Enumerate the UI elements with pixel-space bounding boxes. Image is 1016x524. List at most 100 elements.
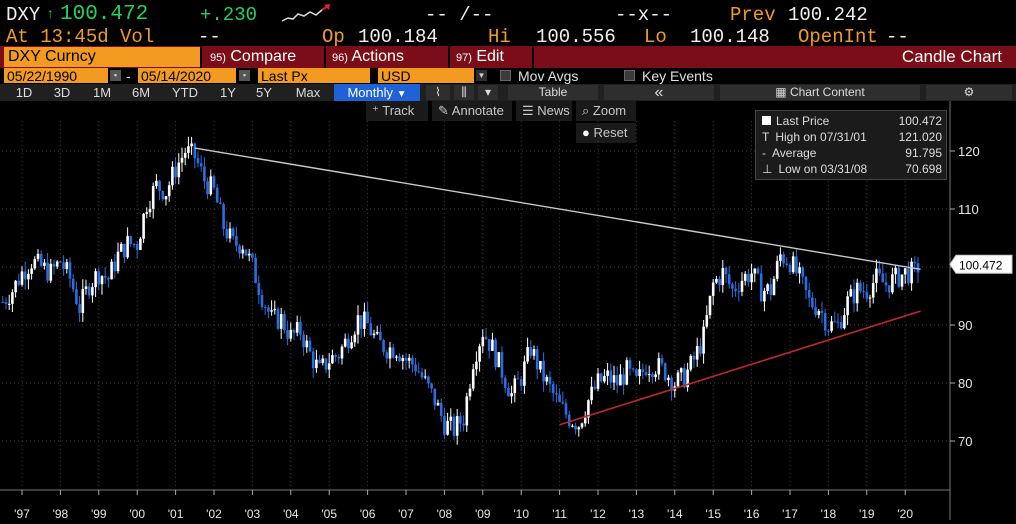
gear-icon[interactable]: ⚙: [926, 85, 1012, 100]
period-1d[interactable]: 1D: [15, 85, 33, 100]
candle-body: [663, 363, 667, 381]
annotate-label: Annotate: [451, 103, 504, 118]
last-price-tag-shape: [949, 254, 1013, 274]
candle-body: [660, 358, 664, 364]
candle-body: [641, 369, 645, 373]
candle-body: [375, 331, 379, 334]
last-price-tag: 100.472: [949, 254, 1013, 274]
frequency-select[interactable]: Monthly ▼: [334, 84, 420, 101]
track-label: Track: [382, 103, 415, 118]
candle-body: [366, 311, 369, 324]
candle-body: [17, 280, 21, 285]
period-max[interactable]: Max: [295, 85, 321, 100]
quote-line-2: At 13:45d Vol -- Op 100.184 Hi 100.556 L…: [0, 26, 1016, 48]
x-tick-label: '98: [53, 507, 69, 521]
period-1m[interactable]: 1M: [92, 85, 112, 100]
candle-body: [372, 333, 376, 336]
end-date-field[interactable]: 05/14/2020: [138, 68, 236, 84]
compare-button[interactable]: 95) Compare: [206, 46, 324, 68]
vol-value: --: [198, 26, 221, 48]
upper-trend-line[interactable]: [194, 147, 921, 271]
period-1y[interactable]: 1Y: [220, 85, 236, 100]
news-button[interactable]: ☰ News: [516, 101, 572, 121]
candle-body: [507, 387, 510, 397]
candle-body: [670, 377, 673, 391]
x-tick-label: '97: [14, 507, 30, 521]
candle-body: [36, 253, 40, 260]
candle-body: [87, 286, 91, 296]
candle-body: [155, 180, 158, 187]
currency-select[interactable]: USD: [378, 68, 474, 84]
chevron-down-icon[interactable]: ▾: [478, 85, 498, 100]
candle-body: [215, 187, 219, 203]
reset-button[interactable]: ● Reset: [576, 123, 636, 143]
candle-body: [625, 360, 629, 385]
candle-body: [654, 374, 657, 378]
mov-avgs-checkbox[interactable]: [500, 70, 511, 81]
candle-body: [727, 274, 731, 285]
edit-button[interactable]: 97) Edit: [452, 46, 532, 68]
field-select[interactable]: Last Px: [258, 68, 370, 84]
candle-body: [71, 278, 75, 290]
candle-body: [43, 262, 46, 266]
candle-body: [897, 267, 901, 287]
start-date-field[interactable]: 05/22/1990: [4, 68, 108, 84]
candle-chart-icon[interactable]: ⫼: [454, 85, 474, 100]
candle-body: [567, 414, 571, 426]
key-events-checkbox[interactable]: [624, 70, 635, 81]
calendar-icon[interactable]: ▪: [110, 70, 121, 81]
period-ytd[interactable]: YTD: [172, 85, 198, 100]
zoom-button[interactable]: ⌕ Zoom: [576, 101, 636, 121]
chart-type-label[interactable]: Candle Chart: [901, 47, 1002, 66]
period-5y[interactable]: 5Y: [256, 85, 272, 100]
x-tick-label: '13: [629, 507, 645, 521]
candle-body: [724, 267, 728, 275]
candle-body: [158, 180, 161, 191]
candle-body: [46, 262, 49, 281]
chevron-down-icon[interactable]: ▼: [476, 70, 487, 81]
actions-button[interactable]: 96) Actions: [328, 46, 448, 68]
candle-body: [404, 357, 408, 361]
x-tick-label: '01: [168, 507, 184, 521]
candle-body: [628, 360, 632, 369]
collapse-icon[interactable]: «: [604, 85, 714, 101]
candle-body: [257, 283, 261, 295]
candle-body: [427, 376, 430, 384]
line-chart-icon[interactable]: ⌇: [426, 85, 450, 100]
candle-body: [347, 338, 350, 349]
candle-body: [545, 376, 549, 382]
security-field[interactable]: DXY Curncy: [4, 47, 200, 67]
chart-content-button[interactable]: ▦ Chart Content: [720, 85, 920, 100]
candle-body: [711, 282, 715, 296]
candle-body: [59, 261, 62, 263]
candle-body: [39, 253, 43, 266]
candle-body: [292, 329, 296, 333]
candle-body: [382, 340, 385, 353]
time-vol-label: At 13:45d Vol: [6, 26, 155, 48]
annotate-button[interactable]: ✎ Annotate: [432, 101, 512, 121]
candle-body: [795, 256, 798, 274]
period-6m[interactable]: 6M: [131, 85, 151, 100]
calendar-icon[interactable]: ▪: [239, 70, 250, 81]
candle-body: [503, 377, 507, 388]
trend-lines[interactable]: [194, 147, 921, 426]
candle-body: [596, 373, 600, 389]
news-icon: ☰: [522, 103, 538, 118]
ticker-symbol[interactable]: DXY: [6, 4, 41, 26]
candle-body: [135, 244, 139, 251]
lower-trend-line[interactable]: [559, 310, 921, 426]
up-arrow-icon: ↑: [46, 7, 55, 23]
track-button[interactable]: ⁺ Track: [366, 101, 428, 121]
x-tick-label: '12: [590, 507, 606, 521]
open-interest-label: OpenInt: [798, 26, 878, 48]
period-3d[interactable]: 3D: [53, 85, 71, 100]
candle-body: [260, 294, 264, 307]
table-button[interactable]: Table: [508, 85, 598, 100]
edit-label: Edit: [476, 48, 504, 65]
candle-body: [788, 264, 792, 273]
candle-body: [519, 379, 523, 386]
candle-body: [49, 263, 53, 281]
candle-body: [734, 288, 737, 292]
candle-body: [65, 262, 69, 270]
